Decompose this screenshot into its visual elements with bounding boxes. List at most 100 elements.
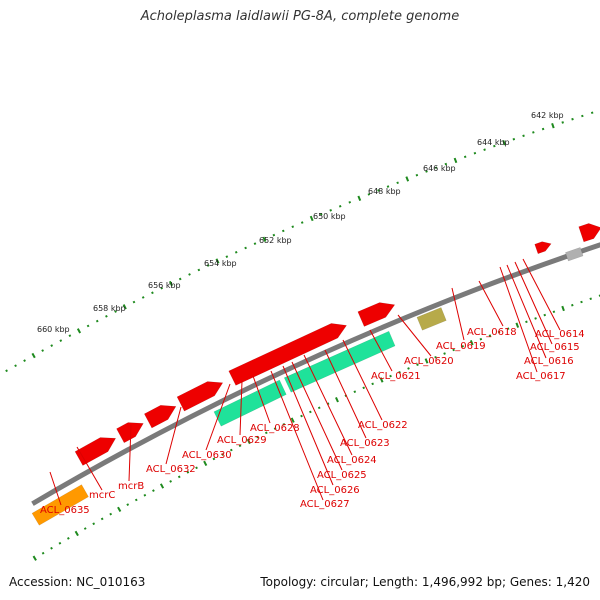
outer-scale-tick [561, 121, 564, 124]
leader-line [342, 339, 383, 421]
gene-label-mcrb: mcrB [118, 481, 144, 492]
outer-scale-tick [357, 195, 362, 201]
inner-scale-tick [177, 475, 181, 479]
gene-arrow [116, 422, 144, 444]
outer-scale-tick [151, 291, 154, 295]
gene-arrow [565, 247, 584, 262]
gene-arrow [578, 223, 600, 243]
inner-scale-tick [229, 448, 233, 452]
outer-scale-tick [215, 258, 220, 264]
outer-scale-tick [405, 176, 410, 182]
outer-scale-tick [168, 280, 173, 287]
inner-scale-tick [379, 377, 384, 383]
outer-scale-tick [502, 139, 506, 146]
gene-label-acl-0635: ACL_0635 [40, 505, 90, 516]
outer-scale-tick [453, 157, 458, 164]
outer-scale-tick [551, 123, 555, 129]
gene-label-acl-0620: ACL_0620 [404, 356, 454, 367]
leader-line [128, 424, 132, 482]
outer-scale-tick [14, 364, 17, 368]
leader-line [451, 287, 465, 341]
gene-label-acl-0621: ACL_0621 [371, 371, 421, 382]
outer-scale-tick [197, 268, 201, 272]
map-title: Acholeplasma laidlawii PG-8A, complete g… [140, 9, 460, 24]
outer-scale-tick [41, 349, 45, 352]
outer-scale-tick [5, 369, 8, 373]
gene-arrow [534, 241, 552, 255]
inner-scale-tick [389, 374, 392, 378]
leader-line [270, 370, 324, 501]
outer-scale-tick [348, 200, 352, 204]
inner-scale-tick [497, 330, 501, 334]
gene-label-acl-0626: ACL_0626 [310, 485, 360, 496]
gene-label-acl-0630: ACL_0630 [182, 450, 232, 461]
inner-scale-tick [58, 541, 62, 545]
scale-label-644: 644 kbp [477, 138, 510, 147]
outer-scale-tick [132, 300, 136, 304]
outer-scale-tick [425, 170, 428, 173]
inner-scale-tick [109, 512, 113, 516]
inner-scale-tick [309, 410, 312, 414]
gene-arrow [213, 379, 287, 427]
scale-label-648: 648 kbp [368, 187, 401, 196]
outer-scale-tick [95, 319, 99, 323]
scale-label-650: 650 kbp [313, 212, 346, 221]
inner-scale-tick [552, 310, 556, 314]
leader-line [324, 349, 367, 439]
outer-scale-tick [338, 204, 342, 208]
scale-label-656: 656 kbp [148, 281, 181, 290]
inner-scale-tick [452, 348, 455, 352]
gene-label-mcrc: mcrC [89, 490, 115, 501]
outer-scale-tick [415, 173, 419, 177]
leader-line [369, 329, 393, 372]
outer-scale-tick [225, 255, 229, 258]
outer-scale-tick [178, 277, 182, 281]
inner-scale-tick [525, 320, 528, 324]
gene-label-acl-0627: ACL_0627 [300, 499, 350, 510]
inner-scale-tick [169, 480, 172, 483]
gene-arrow [416, 307, 447, 331]
gene-arrow [283, 330, 396, 393]
outer-scale-tick [23, 359, 26, 362]
gene-arrow [74, 437, 117, 466]
inner-scale-tick [353, 390, 357, 394]
scale-label-642: 642 kbp [531, 111, 564, 120]
leader-line [239, 380, 243, 436]
outer-scale-tick [188, 273, 191, 276]
inner-scale-tick [407, 367, 410, 370]
gene-label-acl-0622: ACL_0622 [358, 420, 408, 431]
inner-scale-tick [561, 305, 565, 312]
inner-scale-tick [273, 427, 277, 430]
leader-line [303, 354, 353, 456]
outer-scale-tick [367, 193, 371, 196]
leader-line [397, 314, 432, 357]
inner-scale-tick [371, 382, 374, 386]
outer-scale-tick [141, 296, 145, 299]
outer-scale-tick [377, 189, 380, 192]
outer-scale-tick [68, 334, 72, 338]
outer-scale-tick [244, 246, 247, 250]
inner-scale-tick [50, 546, 53, 550]
outer-scale-tick [206, 264, 210, 267]
outer-scale-tick [122, 304, 127, 310]
inner-scale-tick [238, 444, 242, 448]
inner-scale-tick [212, 457, 216, 461]
leader-line [282, 365, 334, 486]
inner-scale-tick [543, 313, 547, 317]
leader-line [49, 471, 62, 506]
outer-scale-tick [581, 114, 584, 118]
outer-scale-tick [386, 185, 390, 188]
gene-arrow [176, 381, 224, 412]
gene-label-acl-0615: ACL_0615 [530, 342, 580, 353]
inner-scale-tick [92, 522, 96, 526]
scale-label-646: 646 kbp [423, 164, 456, 173]
leader-line [291, 361, 343, 471]
inner-scale-tick [134, 498, 138, 502]
outer-scale-tick [522, 134, 525, 138]
outer-scale-tick [160, 286, 164, 290]
gene-label-acl-0619: ACL_0619 [436, 341, 486, 352]
inner-scale-tick [506, 327, 510, 330]
outer-scale-tick [532, 131, 535, 134]
scale-labels: 642 kbp 644 kbp 646 kbp 648 kbp 650 kbp … [37, 111, 564, 334]
